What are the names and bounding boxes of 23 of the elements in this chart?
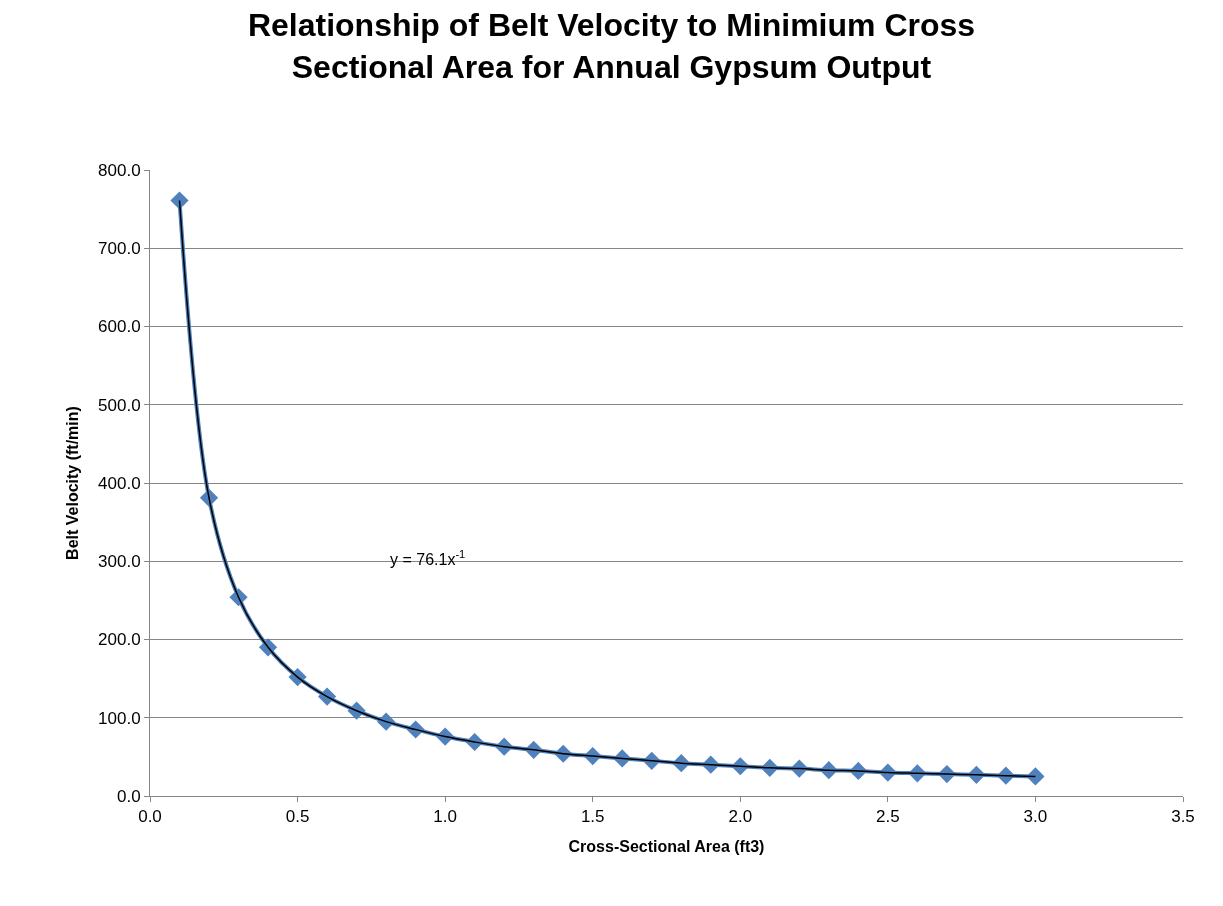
y-tick-label: 500.0 (98, 395, 141, 415)
y-tick-label: 0.0 (116, 786, 141, 806)
chart-title: Relationship of Belt Velocity to Minimium Cross Sectional Area for Annual Gypsum Output (247, 7, 976, 85)
y-tick-label: 700.0 (98, 239, 141, 259)
x-tick-label: 2.0 (728, 807, 753, 827)
x-tick-label: 1.0 (433, 807, 457, 827)
x-tick-label: 3.5 (1171, 807, 1195, 827)
x-tick-label: 2.5 (876, 807, 900, 827)
annotation: y = 76.1x$^{-1}$ (390, 548, 466, 568)
y-tick-label: 300.0 (98, 552, 141, 572)
x-tick-label: 0.5 (285, 807, 310, 827)
point (170, 191, 189, 210)
x-tick-label: 0.0 (138, 807, 162, 827)
y-axis-title: Belt Velocity (ft/min) (63, 406, 81, 560)
y-tick-label: 600.0 (98, 317, 141, 337)
x-tick-label: 1.5 (580, 807, 605, 827)
y-tick-label: 400.0 (98, 473, 141, 493)
point (1026, 767, 1045, 786)
y-tick-label: 200.0 (98, 630, 141, 650)
x-axis-title: Cross-Sectional Area (ft3) (568, 838, 765, 856)
y-tick-label: 100.0 (98, 708, 141, 728)
x-tick-label: 3.0 (1023, 807, 1048, 827)
y-tick-label: 800.0 (98, 160, 141, 180)
